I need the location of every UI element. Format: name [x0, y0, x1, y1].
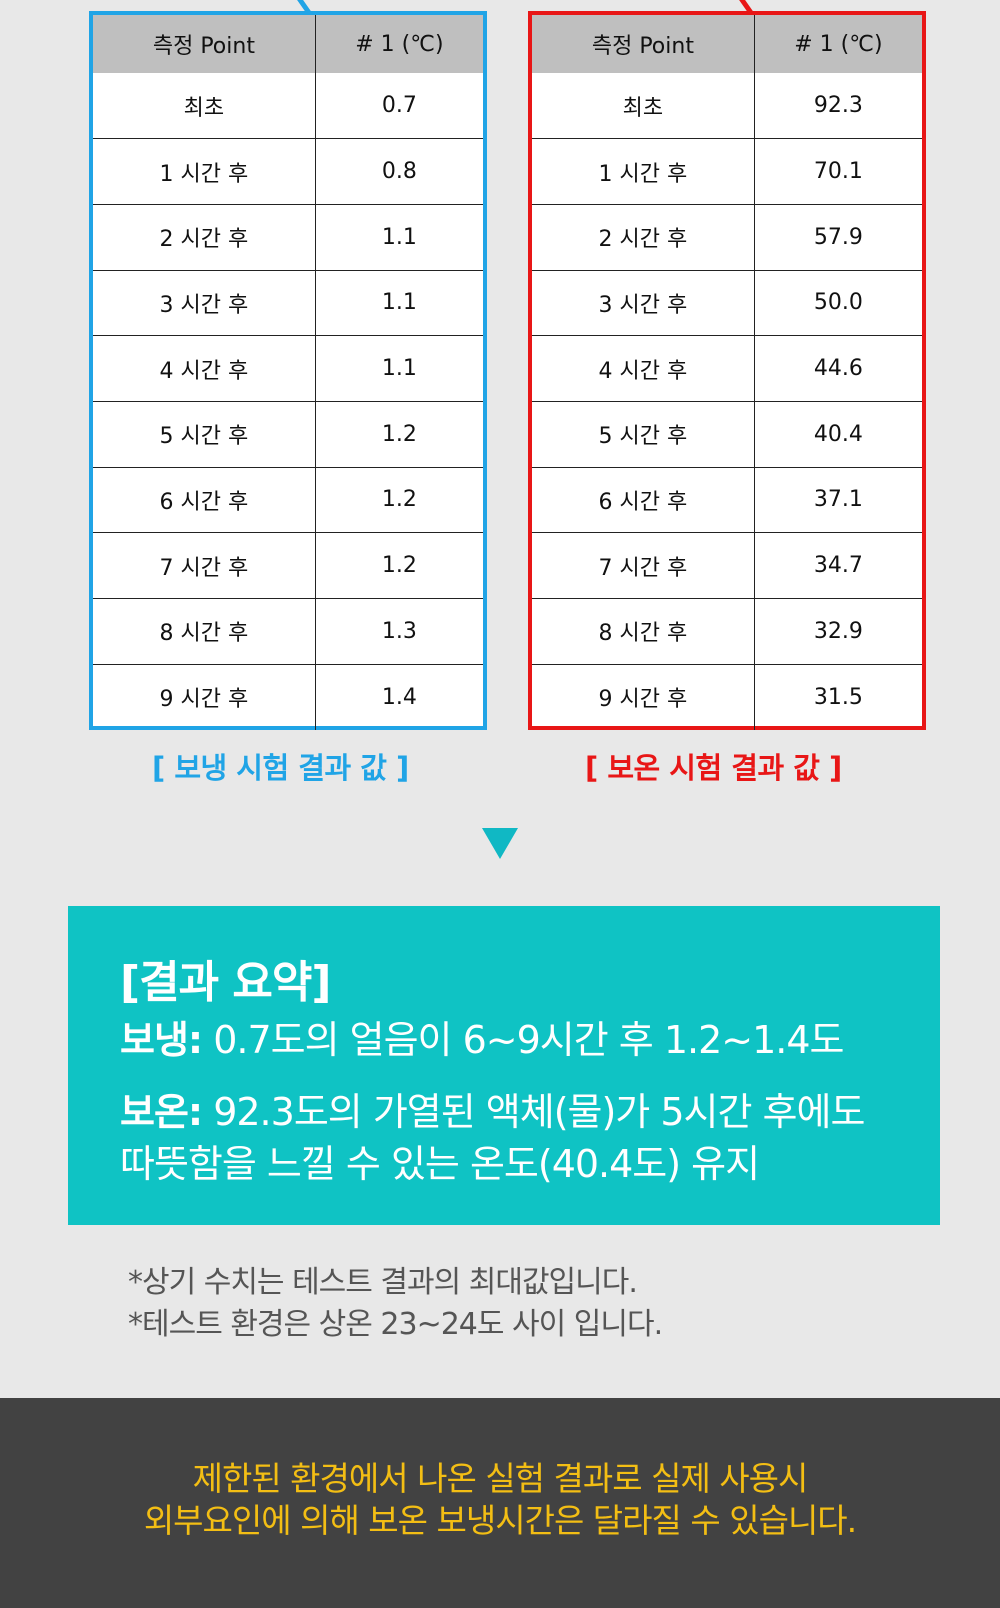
- column-header-temp: # 1 (℃): [314, 15, 483, 73]
- table-row: 8 시간 후 32.9: [532, 598, 922, 665]
- cell-temp: 1.3: [314, 598, 483, 665]
- table-row: 3 시간 후 50.0: [532, 269, 922, 337]
- cell-point: 2 시간 후: [532, 203, 755, 271]
- cell-temp: 0.8: [314, 138, 483, 205]
- summary-cold-text: 0.7도의 얼음이 6~9시간 후 1.2~1.4도: [202, 1018, 844, 1062]
- cell-temp: 1.2: [314, 532, 483, 599]
- summary-cold-line: 보냉: 0.7도의 얼음이 6~9시간 후 1.2~1.4도: [120, 1014, 845, 1066]
- hot-result-table: 측정 Point # 1 (℃) 최초 92.3 1 시간 후 70.1 2 시간 …: [528, 11, 926, 730]
- table-row: 9 시간 후 1.4: [93, 663, 483, 730]
- footnote-max-value: *상기 수치는 테스트 결과의 최대값입니다.: [128, 1265, 638, 1300]
- table-row: 7 시간 후 34.7: [532, 532, 922, 599]
- cell-point: 8 시간 후: [93, 598, 316, 665]
- cell-temp: 37.1: [753, 466, 922, 534]
- cell-point: 3 시간 후: [532, 269, 755, 337]
- cell-temp: 57.9: [753, 203, 922, 271]
- cell-point: 9 시간 후: [93, 663, 316, 730]
- table-row: 5 시간 후 40.4: [532, 400, 922, 468]
- summary-hot-label: 보온:: [120, 1090, 203, 1134]
- cell-temp: 44.6: [753, 335, 922, 402]
- summary-hot-text-2: 따뜻함을 느낄 수 있는 온도(40.4도) 유지: [120, 1142, 760, 1186]
- footnotes: *상기 수치는 테스트 결과의 최대값입니다. *테스트 환경은 상온 23~2…: [128, 1262, 663, 1346]
- cell-temp: 50.0: [753, 269, 922, 337]
- cell-point: 5 시간 후: [93, 400, 316, 468]
- cell-point: 5 시간 후: [532, 400, 755, 468]
- cell-temp: 40.4: [753, 400, 922, 468]
- table-row: 최초 0.7: [93, 73, 483, 140]
- arrow-down-icon: [482, 828, 518, 859]
- column-header-temp: # 1 (℃): [753, 15, 922, 73]
- cell-temp: 31.5: [753, 663, 922, 730]
- disclaimer-footer: 제한된 환경에서 나온 실험 결과로 실제 사용시 외부요인에 의해 보온 보냉…: [0, 1398, 1000, 1608]
- cell-point: 1 시간 후: [532, 138, 755, 205]
- cell-temp: 1.2: [314, 400, 483, 468]
- table-header-row: 측정 Point # 1 (℃): [93, 15, 483, 73]
- cell-point: 3 시간 후: [93, 269, 316, 337]
- table-row: 9 시간 후 31.5: [532, 663, 922, 730]
- cell-temp: 1.2: [314, 466, 483, 534]
- cell-point: 4 시간 후: [93, 335, 316, 402]
- cell-temp: 1.1: [314, 203, 483, 271]
- cell-point: 6 시간 후: [532, 466, 755, 534]
- summary-hot-text-1: 92.3도의 가열된 액체(물)가 5시간 후에도: [202, 1090, 865, 1134]
- table-row: 7 시간 후 1.2: [93, 532, 483, 599]
- table-header-row: 측정 Point # 1 (℃): [532, 15, 922, 73]
- cell-temp: 32.9: [753, 598, 922, 665]
- summary-hot-line: 보온: 92.3도의 가열된 액체(물)가 5시간 후에도 따뜻함을 느낄 수 …: [120, 1086, 865, 1190]
- table-row: 최초 92.3: [532, 73, 922, 140]
- cell-point: 7 시간 후: [532, 532, 755, 599]
- cell-temp: 0.7: [314, 73, 483, 140]
- column-header-point: 측정 Point: [532, 15, 755, 73]
- cell-point: 최초: [532, 73, 755, 140]
- cell-point: 최초: [93, 73, 316, 140]
- cell-point: 4 시간 후: [532, 335, 755, 402]
- table-row: 6 시간 후 37.1: [532, 466, 922, 534]
- cell-point: 8 시간 후: [532, 598, 755, 665]
- cell-temp: 1.1: [314, 335, 483, 402]
- disclaimer-line-2: 외부요인에 의해 보온 보냉시간은 달라질 수 있습니다.: [143, 1501, 857, 1540]
- hot-table-caption: [ 보온 시험 결과 값 ]: [585, 751, 842, 785]
- cell-point: 7 시간 후: [93, 532, 316, 599]
- column-header-point: 측정 Point: [93, 15, 316, 73]
- cell-temp: 92.3: [753, 73, 922, 140]
- table-row: 8 시간 후 1.3: [93, 598, 483, 665]
- cold-table-caption: [ 보냉 시험 결과 값 ]: [152, 751, 409, 785]
- table-row: 2 시간 후 57.9: [532, 203, 922, 271]
- table-row: 6 시간 후 1.2: [93, 466, 483, 534]
- cell-temp: 34.7: [753, 532, 922, 599]
- cell-temp: 70.1: [753, 138, 922, 205]
- table-row: 1 시간 후 70.1: [532, 138, 922, 205]
- footnote-test-env: *테스트 환경은 상온 23~24도 사이 입니다.: [128, 1307, 663, 1342]
- table-row: 3 시간 후 1.1: [93, 269, 483, 337]
- cell-point: 9 시간 후: [532, 663, 755, 730]
- summary-heading: [결과 요약]: [120, 957, 331, 1008]
- cell-point: 6 시간 후: [93, 466, 316, 534]
- table-row: 4 시간 후 44.6: [532, 335, 922, 402]
- cell-temp: 1.4: [314, 663, 483, 730]
- disclaimer-text: 제한된 환경에서 나온 실험 결과로 실제 사용시 외부요인에 의해 보온 보냉…: [0, 1458, 1000, 1542]
- cell-temp: 1.1: [314, 269, 483, 337]
- table-row: 4 시간 후 1.1: [93, 335, 483, 402]
- table-row: 5 시간 후 1.2: [93, 400, 483, 468]
- table-row: 1 시간 후 0.8: [93, 138, 483, 205]
- table-row: 2 시간 후 1.1: [93, 203, 483, 271]
- cell-point: 1 시간 후: [93, 138, 316, 205]
- result-summary-box: [결과 요약] 보냉: 0.7도의 얼음이 6~9시간 후 1.2~1.4도 보…: [68, 906, 940, 1225]
- disclaimer-line-1: 제한된 환경에서 나온 실험 결과로 실제 사용시: [192, 1459, 809, 1498]
- summary-cold-label: 보냉:: [120, 1018, 203, 1062]
- cell-point: 2 시간 후: [93, 203, 316, 271]
